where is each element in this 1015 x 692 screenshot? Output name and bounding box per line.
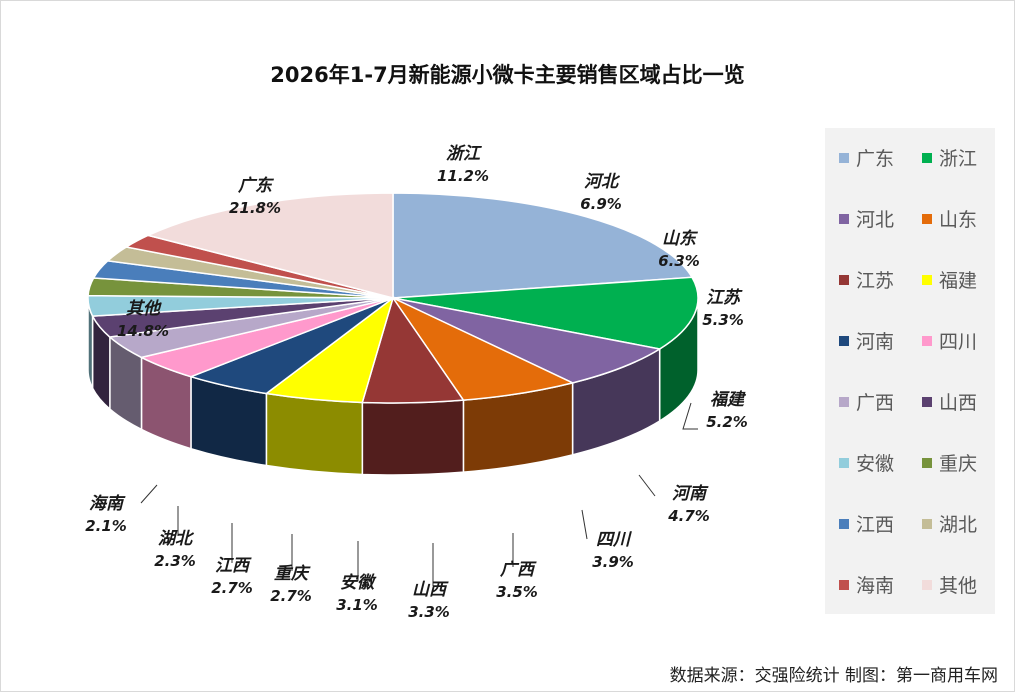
legend-swatch <box>839 457 849 468</box>
legend-label: 广西 <box>856 392 895 414</box>
source-note: 数据来源：交强险统计 制图：第一商用车网 <box>669 666 998 686</box>
legend-swatch <box>839 335 849 346</box>
legend-item-广东: 广东 <box>839 147 894 171</box>
label-name-重庆: 重庆 <box>274 564 311 584</box>
legend-item-河北: 河北 <box>839 208 894 232</box>
legend-label: 山西 <box>939 392 978 414</box>
legend-item-湖北: 湖北 <box>922 513 977 537</box>
legend-label: 江苏 <box>856 270 895 292</box>
legend-item-海南: 海南 <box>839 574 894 598</box>
legend-swatch <box>922 396 932 407</box>
label-name-河南: 河南 <box>672 484 709 504</box>
pie-slice-浙江 <box>392 276 699 350</box>
leader-line-福建 <box>682 402 698 430</box>
legend-label: 湖北 <box>939 514 978 536</box>
label-value-山东: 6.3% <box>658 252 700 270</box>
legend-label: 其他 <box>939 575 978 597</box>
legend-swatch <box>922 152 932 163</box>
legend-item-重庆: 重庆 <box>922 452 977 476</box>
label-name-浙江: 浙江 <box>446 144 482 164</box>
legend-item-江西: 江西 <box>839 513 894 537</box>
label-value-广东: 21.8% <box>229 199 281 217</box>
legend-swatch <box>839 579 849 590</box>
legend-label: 山东 <box>939 209 978 231</box>
legend-item-福建: 福建 <box>922 269 977 293</box>
label-name-湖北: 湖北 <box>158 529 195 549</box>
pie-slice-其他 <box>145 192 394 299</box>
label-value-江苏: 5.3% <box>702 311 744 329</box>
legend-swatch <box>839 396 849 407</box>
legend-label: 重庆 <box>939 453 978 475</box>
legend-label: 浙江 <box>939 148 978 170</box>
label-name-河北: 河北 <box>584 172 621 192</box>
label-name-其他: 其他 <box>126 299 162 319</box>
legend-item-安徽: 安徽 <box>839 452 894 476</box>
label-name-四川: 四川 <box>596 530 632 550</box>
label-name-广东: 广东 <box>237 176 275 196</box>
label-value-浙江: 11.2% <box>437 167 489 185</box>
label-value-福建: 5.2% <box>706 413 748 431</box>
label-name-江西: 江西 <box>215 556 252 576</box>
label-name-福建: 福建 <box>710 390 747 410</box>
legend-label: 河北 <box>856 209 895 231</box>
legend-swatch <box>922 213 932 224</box>
legend-item-四川: 四川 <box>922 330 977 354</box>
label-value-河北: 6.9% <box>580 195 622 213</box>
legend-item-山东: 山东 <box>922 208 977 232</box>
legend-label: 四川 <box>939 331 978 353</box>
label-name-江苏: 江苏 <box>706 288 743 308</box>
pie-top <box>87 192 699 404</box>
legend-swatch <box>839 213 849 224</box>
leader-line-四川 <box>581 509 588 540</box>
legend-swatch <box>922 335 932 346</box>
label-value-安徽: 3.1% <box>336 596 378 614</box>
chart-title: 2026年1-7月新能源小微卡主要销售区域占比一览 <box>270 63 745 87</box>
legend-item-其他: 其他 <box>922 574 977 598</box>
label-name-山西: 山西 <box>412 580 449 600</box>
label-name-海南: 海南 <box>89 494 126 514</box>
legend-swatch <box>839 274 849 285</box>
label-value-湖北: 2.3% <box>154 552 196 570</box>
pie-slice-河北 <box>392 297 662 384</box>
label-value-海南: 2.1% <box>85 517 127 535</box>
legend-swatch <box>922 274 932 285</box>
label-value-河南: 4.7% <box>667 507 710 525</box>
legend-swatch <box>839 152 849 163</box>
pie-side-福建 <box>265 392 364 476</box>
legend-swatch <box>922 518 932 529</box>
legend-label: 安徽 <box>856 453 895 475</box>
leader-line-海南 <box>140 484 158 504</box>
label-value-其他: 14.8% <box>117 322 169 340</box>
label-name-山东: 山东 <box>662 229 699 249</box>
legend-label: 河南 <box>856 331 895 353</box>
leader-line-河南 <box>638 474 656 497</box>
label-name-广西: 广西 <box>499 560 537 580</box>
legend-swatch <box>839 518 849 529</box>
label-value-江西: 2.7% <box>211 579 253 597</box>
pie-side-江苏 <box>361 399 465 476</box>
label-value-广西: 3.5% <box>496 583 538 601</box>
legend-item-浙江: 浙江 <box>922 147 977 171</box>
legend-item-山西: 山西 <box>922 391 977 415</box>
legend-label: 江西 <box>856 514 895 536</box>
legend-swatch <box>922 457 932 468</box>
legend-item-河南: 河南 <box>839 330 894 354</box>
data-labels: 广东 21.8% 浙江 11.2% 河北 6.9% 山东 6.3% 江苏 5.3% 福建 5.2% 河南… <box>85 144 748 621</box>
pie-slice-山东 <box>390 296 575 401</box>
legend-swatch <box>922 579 932 590</box>
legend-label: 广东 <box>856 148 895 170</box>
label-name-安徽: 安徽 <box>340 573 377 593</box>
legend-item-江苏: 江苏 <box>839 269 894 293</box>
label-value-山西: 3.3% <box>408 603 450 621</box>
label-value-四川: 3.9% <box>592 553 634 571</box>
legend: 广东 浙江河北 山东江苏 福建河南 四川广西 山西安徽 重庆江西 湖北海南 其他 <box>825 128 995 614</box>
legend-label: 海南 <box>856 575 895 597</box>
legend-label: 福建 <box>939 270 978 292</box>
label-value-重庆: 2.7% <box>270 587 312 605</box>
legend-item-广西: 广西 <box>839 391 894 415</box>
pie-slice-广东 <box>392 192 694 299</box>
